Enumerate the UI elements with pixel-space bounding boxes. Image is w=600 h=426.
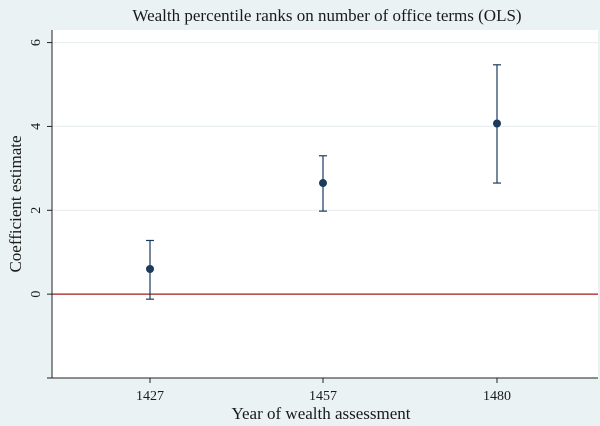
x-tick-label-1: 1457 (309, 389, 337, 404)
y-tick-label-4: 6 (29, 39, 44, 46)
y-tick-label-2: 2 (29, 207, 44, 214)
point-estimate-1 (319, 179, 327, 188)
estimate-1480 (493, 64, 501, 184)
chart-title: Wealth percentile ranks on number of off… (132, 6, 521, 25)
axes (51, 30, 598, 379)
estimate-1457 (319, 155, 327, 212)
tick-labels: 0 2 4 6 1427 1457 1480 (29, 39, 511, 404)
y-tick-label-1: 0 (29, 291, 44, 298)
y-axis-label: Coefficient estimate (6, 135, 25, 272)
x-axis-label: Year of wealth assessment (231, 404, 410, 423)
data-marks (146, 64, 501, 300)
estimate-1427 (146, 239, 154, 300)
point-estimate-2 (493, 119, 501, 128)
x-tick-label-2: 1480 (483, 389, 511, 404)
point-estimate-0 (146, 264, 154, 273)
plot-area (52, 30, 598, 378)
y-tick-label-3: 4 (29, 123, 44, 130)
x-tick-label-0: 1427 (136, 389, 164, 404)
